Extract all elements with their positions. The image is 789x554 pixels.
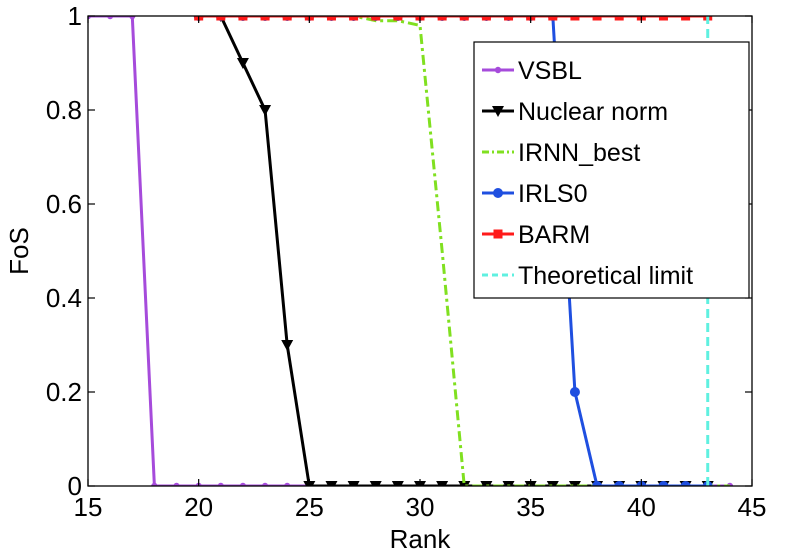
- axis-ticks: 15 20 25 30 35 40 45 0 0.2 0.4 0.6 0.8 1: [46, 1, 767, 522]
- data-point: [480, 481, 493, 486]
- data-point: [216, 16, 226, 21]
- series-layer: [88, 16, 734, 486]
- y-tick-label: 0.2: [46, 377, 82, 407]
- x-tick-label: 45: [738, 492, 767, 522]
- data-point: [239, 482, 247, 486]
- x-tick-label: 35: [516, 492, 545, 522]
- data-point: [325, 481, 338, 486]
- legend-entry-nuclear-norm: Nuclear norm: [482, 98, 668, 126]
- data-point: [349, 16, 359, 21]
- data-point: [173, 482, 180, 486]
- legend-box: [473, 41, 750, 299]
- data-point: [437, 16, 447, 21]
- x-tick-label: 30: [406, 492, 435, 522]
- legend-label: Nuclear norm: [518, 98, 668, 126]
- legend-marker: [492, 106, 504, 117]
- data-point: [548, 16, 558, 21]
- y-tick-label: 0.4: [46, 283, 82, 313]
- data-point: [658, 481, 669, 486]
- data-point: [259, 105, 272, 116]
- legend-label: Theoretical limit: [518, 262, 693, 290]
- legend: VSBL Nuclear norm IRNN_best IRLS0 BARM Theore…: [473, 41, 750, 299]
- data-point: [261, 482, 269, 486]
- y-tick-label: 0: [68, 471, 82, 501]
- data-point: [371, 16, 381, 21]
- y-tick-label: 0.6: [46, 189, 82, 219]
- data-point: [217, 482, 224, 486]
- x-tick-label: 25: [295, 492, 324, 522]
- x-tick-label: 20: [184, 492, 213, 522]
- data-point: [260, 16, 270, 21]
- data-point: [282, 16, 292, 21]
- legend-marker: [493, 229, 503, 239]
- data-point: [106, 16, 114, 20]
- legend-entry-irnn-best: IRNN_best: [482, 139, 640, 167]
- data-point: [436, 481, 449, 486]
- data-point: [658, 16, 668, 21]
- legend-marker: [494, 66, 502, 74]
- data-point: [569, 387, 580, 397]
- x-tick-label: 40: [627, 492, 656, 522]
- data-point: [281, 340, 294, 351]
- data-point: [238, 16, 248, 21]
- legend-marker: [493, 188, 503, 198]
- data-point: [88, 16, 92, 20]
- data-point: [614, 16, 624, 21]
- x-axis-label: Rank: [390, 524, 452, 554]
- data-point: [481, 16, 491, 21]
- data-point: [284, 482, 291, 486]
- legend-label: IRLS0: [518, 180, 587, 208]
- series-line-nuclear-norm: [198, 16, 708, 486]
- legend-label: BARM: [518, 221, 590, 249]
- data-point: [369, 481, 382, 486]
- legend-entry-irls0: IRLS0: [482, 180, 587, 208]
- data-point: [504, 16, 514, 21]
- data-point: [592, 16, 602, 21]
- x-tick-label: 15: [74, 492, 103, 522]
- data-point: [502, 481, 515, 486]
- legend-entry-theoretical-limit: Theoretical limit: [482, 262, 693, 290]
- data-point: [393, 16, 403, 21]
- data-point: [681, 16, 691, 21]
- data-point: [129, 16, 136, 20]
- data-point: [459, 16, 469, 21]
- y-tick-label: 1: [68, 1, 82, 31]
- legend-entry-vsbl: VSBL: [482, 57, 582, 85]
- legend-label: VSBL: [518, 57, 582, 85]
- data-point: [236, 58, 249, 69]
- y-tick-label: 0.8: [46, 95, 82, 125]
- legend-label: IRNN_best: [518, 139, 640, 167]
- data-point: [347, 481, 360, 486]
- data-point: [680, 481, 691, 486]
- data-point: [391, 481, 404, 486]
- data-point: [570, 16, 580, 21]
- data-point: [592, 481, 603, 486]
- y-axis-label: FoS: [4, 227, 34, 275]
- data-point: [326, 16, 336, 21]
- legend-entry-barm: BARM: [482, 221, 590, 249]
- data-point: [614, 481, 625, 486]
- data-point: [151, 482, 158, 486]
